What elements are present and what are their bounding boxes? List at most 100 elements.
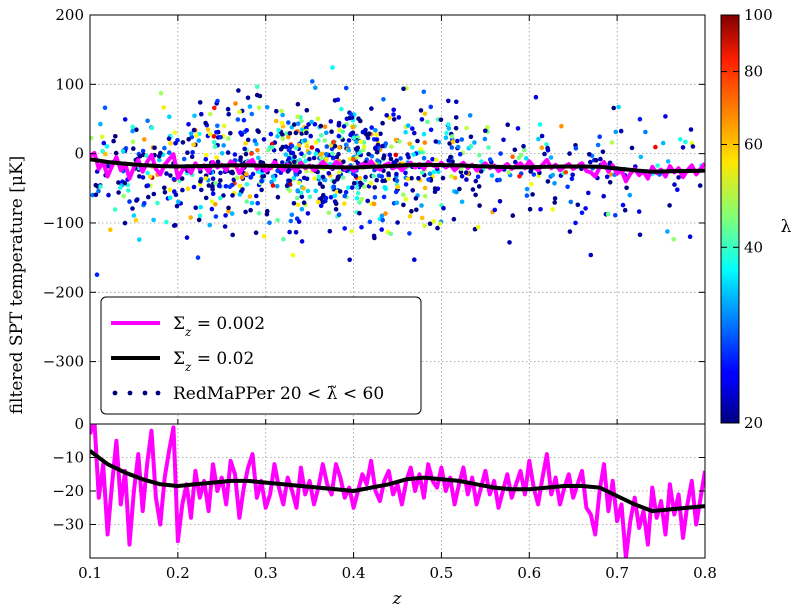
scatter-point	[98, 184, 103, 189]
scatter-point	[643, 129, 648, 135]
scatter-point	[593, 158, 599, 163]
scatter-point	[210, 176, 216, 181]
scatter-point	[112, 207, 118, 212]
scatter-point	[313, 151, 319, 156]
scatter-point	[299, 194, 305, 200]
scatter-point	[427, 221, 433, 227]
scatter-point	[464, 177, 469, 182]
scatter-point	[279, 108, 284, 114]
scatter-point	[529, 181, 534, 187]
scatter-point	[158, 150, 163, 156]
scatter-point	[425, 119, 430, 125]
scatter-point	[324, 152, 329, 157]
scatter-point	[536, 136, 541, 142]
scatter-point	[245, 95, 251, 101]
scatter-point	[364, 132, 369, 137]
scatter-point	[374, 137, 380, 142]
scatter-point	[203, 157, 209, 162]
scatter-point	[215, 159, 221, 165]
scatter-point	[346, 147, 352, 153]
scatter-point	[430, 157, 435, 162]
scatter-point	[510, 154, 515, 159]
scatter-point	[215, 123, 220, 129]
scatter-point	[203, 195, 209, 201]
scatter-point	[413, 196, 419, 201]
scatter-point	[391, 112, 396, 117]
scatter-point	[232, 152, 238, 157]
scatter-point	[152, 145, 157, 151]
top-y-tick-label-1: 100	[55, 75, 84, 93]
scatter-point	[321, 192, 326, 198]
scatter-point	[269, 144, 275, 150]
scatter-point	[131, 146, 136, 151]
scatter-point	[276, 127, 281, 133]
scatter-point	[320, 184, 326, 189]
scatter-point	[524, 186, 530, 192]
scatter-point	[122, 220, 128, 226]
scatter-point	[552, 200, 557, 205]
scatter-point	[203, 176, 209, 181]
scatter-point	[264, 104, 270, 110]
scatter-point	[261, 137, 267, 142]
scatter-point	[122, 117, 128, 122]
scatter-point	[239, 175, 245, 180]
scatter-point	[351, 135, 357, 140]
scatter-point	[398, 156, 403, 161]
scatter-point	[359, 225, 364, 230]
scatter-point	[229, 211, 235, 216]
scatter-point	[235, 117, 241, 122]
scatter-point	[275, 217, 280, 223]
scatter-point	[303, 158, 308, 164]
scatter-point	[373, 146, 378, 151]
scatter-point	[513, 159, 518, 165]
scatter-point	[233, 101, 238, 106]
scatter-point	[420, 150, 426, 155]
scatter-point	[244, 128, 249, 133]
scatter-point	[452, 175, 458, 181]
scatter-point	[292, 154, 297, 159]
scatter-point	[318, 133, 324, 138]
scatter-point	[475, 224, 481, 230]
scatter-point	[337, 189, 343, 194]
scatter-point	[545, 145, 550, 151]
scatter-point	[373, 127, 378, 133]
scatter-point	[315, 116, 321, 121]
scatter-point	[422, 140, 428, 145]
scatter-point	[533, 94, 539, 100]
scatter-point	[618, 128, 624, 134]
scatter-point	[236, 88, 241, 93]
scatter-point	[197, 213, 203, 218]
scatter-point	[375, 158, 380, 163]
scatter-point	[437, 221, 443, 226]
scatter-point	[155, 200, 160, 206]
scatter-point	[378, 131, 383, 137]
scatter-point	[142, 201, 147, 206]
scatter-point	[366, 151, 371, 157]
scatter-point	[208, 111, 213, 117]
scatter-point	[118, 185, 123, 190]
scatter-point	[131, 213, 137, 218]
scatter-point	[663, 114, 668, 119]
scatter-point	[544, 142, 549, 147]
scatter-point	[145, 170, 150, 176]
scatter-point	[363, 174, 368, 180]
scatter-point	[420, 170, 425, 175]
scatter-point	[446, 122, 451, 127]
top-y-tick-label-3: −100	[43, 214, 84, 232]
scatter-point	[198, 179, 203, 184]
scatter-point	[133, 217, 139, 223]
scatter-point	[372, 235, 377, 241]
scatter-point	[371, 173, 376, 179]
scatter-point	[249, 151, 254, 156]
scatter-point	[267, 220, 272, 226]
scatter-point	[326, 171, 332, 176]
scatter-point	[140, 148, 146, 154]
scatter-point	[440, 175, 446, 181]
scatter-point	[428, 127, 434, 133]
scatter-point	[225, 136, 231, 141]
scatter-point	[142, 137, 147, 142]
scatter-point	[191, 127, 197, 133]
scatter-point	[229, 170, 234, 175]
top-lines	[90, 151, 705, 184]
scatter-point	[255, 147, 260, 153]
